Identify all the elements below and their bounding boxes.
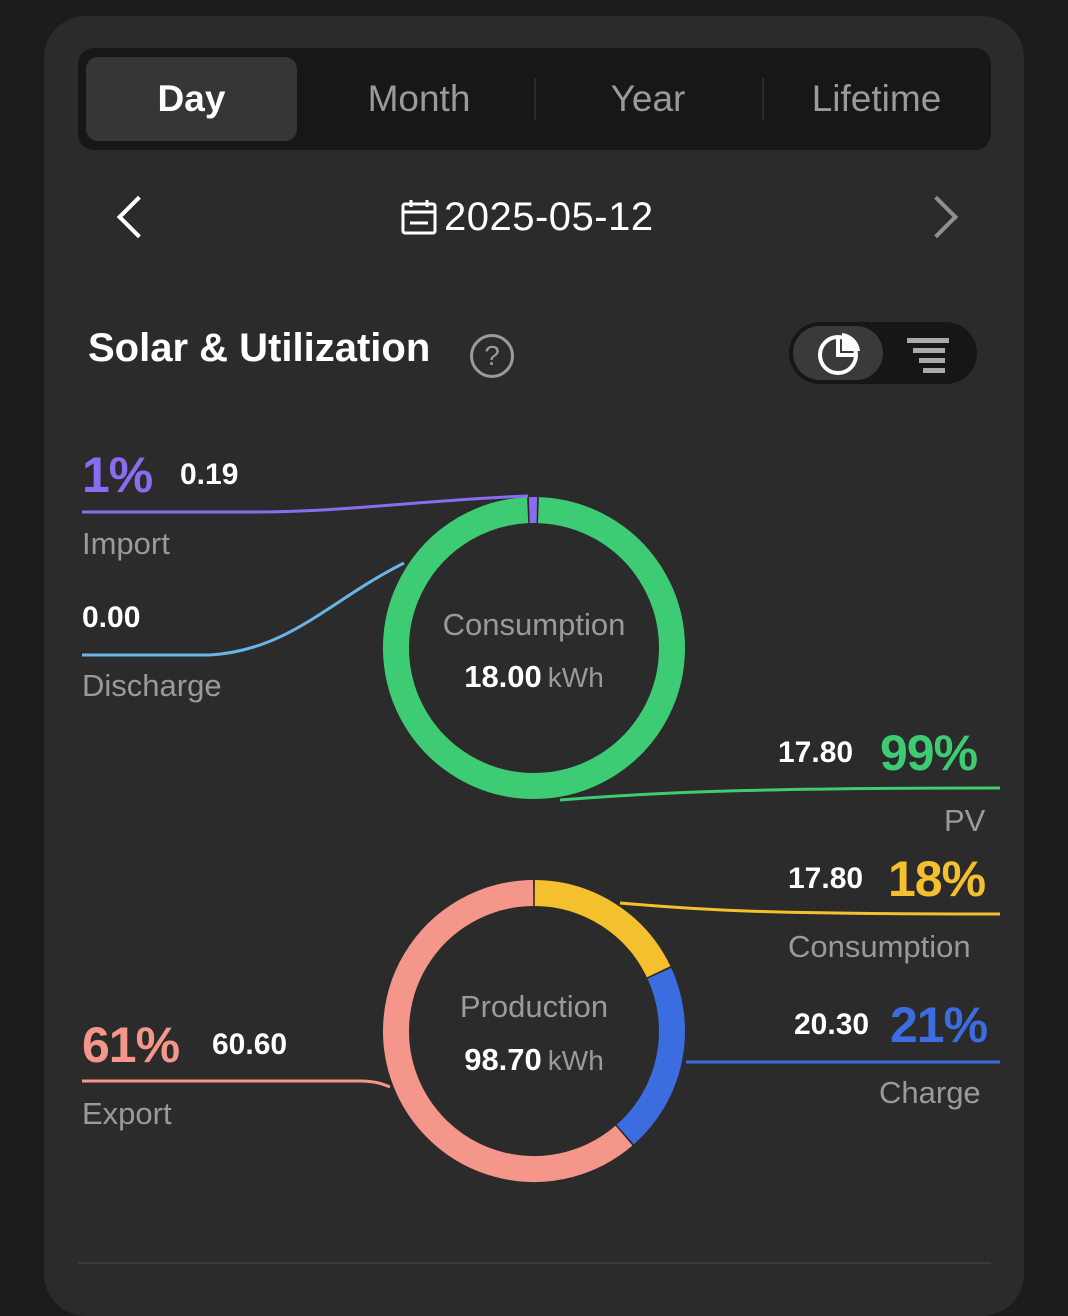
discharge-label: Discharge [82,668,222,704]
consumption-unit: kWh [548,662,604,693]
export-connector [82,1081,390,1087]
pv-value: 17.80 [778,736,853,770]
pv-slice [396,510,672,786]
bottom-divider [78,1262,991,1264]
export-slice [396,893,624,1169]
import-percent: 1% [82,446,152,504]
pv-percent: 99% [880,724,977,782]
production-total: 98.70 [464,1042,542,1077]
pv-label: PV [944,803,985,839]
production-consumption-value: 17.80 [788,862,863,896]
production-consumption-label: Consumption [788,929,971,965]
charge-value: 20.30 [794,1008,869,1042]
consumption-center-title: Consumption [404,607,664,643]
export-percent: 61% [82,1016,179,1074]
pv-connector [560,788,1000,800]
consumption-total: 18.00 [464,659,542,694]
production-center-title: Production [404,989,664,1025]
production-ring [396,893,672,1169]
export-value: 60.60 [212,1028,287,1062]
discharge-value: 0.00 [82,601,140,635]
consumption-ring [396,510,672,786]
import-value: 0.19 [180,458,238,492]
charge-label: Charge [879,1075,981,1111]
import-label: Import [82,526,170,562]
charge-percent: 21% [890,996,987,1054]
production-consumption-percent: 18% [888,850,985,908]
production-unit: kWh [548,1045,604,1076]
export-label: Export [82,1096,172,1132]
